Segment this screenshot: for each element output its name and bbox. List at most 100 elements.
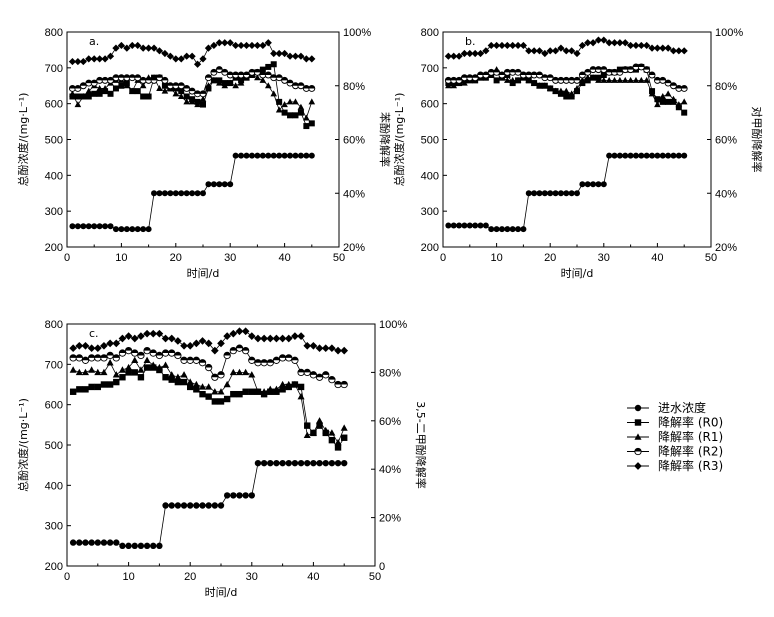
legend-marker-square	[634, 419, 642, 426]
series-r2-point	[308, 84, 316, 92]
panel-b: 0 10 20 30 40 50 200 300 400 500 600 700 800 20% 40% 60…	[392, 27, 764, 280]
series-influent-point	[100, 539, 108, 546]
series-r2-point	[578, 71, 586, 79]
series-r0-point	[140, 93, 147, 100]
series-r2-point	[627, 66, 635, 74]
x-tick-label: 10	[122, 571, 134, 583]
series-r2-point	[168, 349, 176, 357]
series-r1-point	[88, 366, 96, 373]
series-r3-point	[186, 341, 195, 350]
series-influent-point	[557, 190, 564, 197]
series-r1-point	[504, 76, 511, 83]
series-r2-point-fill	[187, 357, 194, 361]
series-r2-point	[530, 71, 538, 79]
series-r2-point	[174, 351, 182, 360]
series-r2-point-fill	[304, 369, 311, 373]
y-left-tick-label: 700	[45, 359, 63, 371]
series-r2-point-fill	[270, 74, 277, 78]
series-influent-point	[260, 459, 268, 467]
series-r2-point-fill	[557, 77, 564, 81]
series-r1-point	[621, 76, 629, 83]
series-r2-point	[112, 354, 120, 362]
series-r3-point	[248, 41, 256, 50]
series-r1-point	[266, 385, 274, 393]
series-influent-point	[568, 190, 575, 197]
y-left-tick-label: 700	[45, 63, 63, 75]
series-r1-point	[627, 76, 634, 83]
x-tick-label: 50	[705, 252, 717, 264]
series-r1-point	[101, 84, 109, 91]
series-r3-point	[106, 339, 114, 348]
series-r3-point	[471, 49, 479, 58]
series-r2-point	[270, 74, 278, 82]
series-r1-point	[334, 438, 342, 446]
series-r2-point	[291, 356, 299, 364]
series-r3-point	[221, 39, 229, 47]
series-r2-point	[281, 76, 289, 84]
series-r2-point-fill	[102, 77, 109, 81]
series-influent-point	[450, 222, 457, 229]
series-r3-point	[81, 341, 90, 350]
series-r2-point-fill	[76, 354, 83, 358]
series-r0-point	[304, 422, 311, 429]
series-r2-point-fill	[96, 77, 103, 81]
series-influent-point	[579, 181, 586, 188]
series-r2-point	[303, 368, 311, 377]
legend-label: 降解率 (R3)	[658, 458, 723, 473]
series-r1-point	[186, 378, 194, 385]
series-influent-point	[525, 190, 532, 197]
series-r3-point	[291, 52, 300, 60]
series-influent-point	[638, 152, 645, 159]
series-r3-point	[568, 47, 576, 55]
series-r2-point-fill	[236, 345, 243, 349]
series-r2-point-fill	[260, 359, 268, 363]
series-r2-point-fill	[150, 349, 157, 354]
series-r2-point	[322, 371, 330, 379]
series-r2-point-fill	[119, 349, 126, 354]
series-r2-point-fill	[80, 82, 87, 86]
series-r2-point-fill	[151, 77, 158, 81]
series-r3-point	[616, 39, 624, 47]
series-r3-point	[487, 41, 495, 50]
series-r2-point-fill	[112, 74, 119, 78]
series-r2-point	[90, 79, 98, 87]
series-influent-point	[504, 226, 511, 233]
series-influent-point	[654, 152, 661, 159]
series-r1-point	[199, 383, 207, 390]
series-influent-point	[80, 223, 87, 230]
x-axis-title: 时间/d	[205, 586, 238, 599]
series-r1-point	[172, 90, 180, 97]
series-r2-point	[232, 71, 240, 79]
series-r2-point	[278, 354, 287, 362]
series-influent-point	[242, 492, 249, 499]
series-r2-point-fill	[665, 80, 672, 84]
y-left-axis-title: 总酚浓度/(mg·L⁻¹)	[16, 398, 30, 492]
x-axis-title: 时间/d	[187, 267, 220, 280]
series-r3-point	[100, 341, 108, 350]
series-r3-point	[74, 57, 82, 66]
series-r2-point-fill	[172, 82, 179, 86]
series-r2-point-fill	[287, 80, 294, 84]
y-left-tick-label: 600	[45, 99, 63, 111]
series-r0-point	[509, 80, 516, 87]
series-r2-point-fill	[292, 82, 299, 86]
series-r2-point	[297, 82, 305, 90]
series-r2-point-fill	[659, 77, 666, 81]
y-right-tick-label: 40%	[343, 188, 365, 200]
series-r2-point	[568, 76, 576, 84]
x-axis-title: 时间/d	[561, 267, 594, 280]
series-r3-point	[180, 341, 188, 350]
series-influent-point	[143, 542, 151, 550]
series-r2-point	[100, 354, 108, 362]
plot-frame	[66, 31, 340, 248]
series-r1-point	[632, 76, 640, 83]
series-r0-point	[259, 66, 266, 73]
series-r0-point	[265, 63, 272, 70]
series-r2-point	[194, 90, 202, 98]
series-r3-point	[177, 55, 185, 63]
series-r3-point	[123, 44, 131, 52]
series-r3-point	[124, 332, 133, 340]
series-r2-point-fill	[536, 72, 543, 75]
series-r3-point	[260, 334, 268, 343]
series-r2-point-fill	[211, 374, 219, 378]
